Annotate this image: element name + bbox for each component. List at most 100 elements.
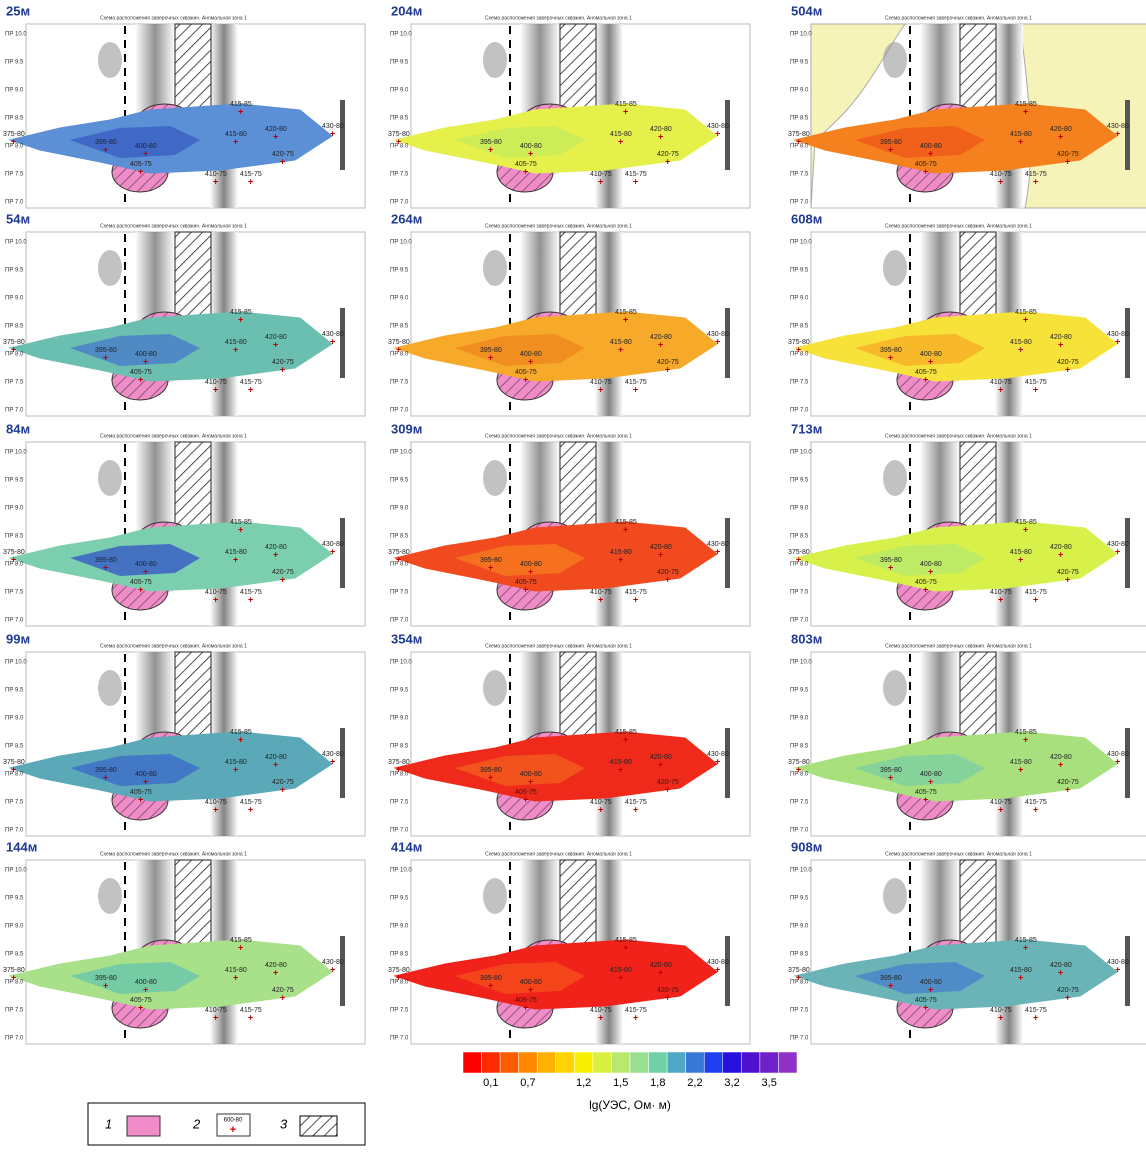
well-label: 415-80 <box>225 131 247 138</box>
anomaly-core <box>455 544 585 576</box>
well-label: 415-75 <box>625 1007 647 1014</box>
anomaly-core <box>455 126 585 158</box>
profile-label: ПР 10.0 <box>790 868 812 874</box>
profile-label: ПР 7.5 <box>390 1008 409 1014</box>
well-mark: + <box>280 992 285 1002</box>
profile-label: ПР 7.5 <box>5 172 24 178</box>
profile-label: ПР 8.0 <box>390 772 409 778</box>
well-mark: + <box>998 594 1003 604</box>
well-label: 410-75 <box>990 589 1012 596</box>
map-panel: 395-80+ 400-80+415-85+420-80+415-80+420-7… <box>788 3 1146 209</box>
well-mark: + <box>488 980 493 990</box>
well-label: 395-80 <box>480 767 502 774</box>
well-mark: + <box>796 972 801 982</box>
well-mark: + <box>238 314 243 324</box>
well-mark: + <box>138 374 143 384</box>
anomaly-core <box>455 754 585 786</box>
profile-label: ПР 8.5 <box>390 534 409 540</box>
well-label: 415-80 <box>1010 339 1032 346</box>
well-label: 395-80 <box>95 557 117 564</box>
colorbar-swatch <box>648 1051 668 1074</box>
well-label: 410-75 <box>590 171 612 178</box>
profile-label: ПР 9.0 <box>390 506 409 512</box>
well-mark: + <box>796 764 801 774</box>
well-label: 420-80 <box>1050 754 1072 761</box>
profile-label: ПР 10.0 <box>5 240 27 246</box>
profile-label: ПР 8.0 <box>790 562 809 568</box>
well-label: 400-80 <box>520 561 542 568</box>
profile-label: ПР 7.0 <box>790 618 809 624</box>
colorbar-swatch <box>499 1051 519 1074</box>
well-label: 405-75 <box>130 161 152 168</box>
map-panel: 395-80+ 400-80+415-85+420-80+415-80+420-7… <box>3 3 366 209</box>
well-label: 415-85 <box>615 519 637 526</box>
well-label: 395-80 <box>480 347 502 354</box>
well-label: 375-80 <box>388 549 410 556</box>
well-label: 400-80 <box>920 351 942 358</box>
profile-label: ПР 7.5 <box>390 172 409 178</box>
well-mark: + <box>396 764 401 774</box>
well-label: 395-80 <box>95 975 117 982</box>
well-mark: + <box>618 764 623 774</box>
well-mark: + <box>488 352 493 362</box>
well-mark: + <box>138 794 143 804</box>
well-mark: + <box>238 106 243 116</box>
well-label: 415-85 <box>615 937 637 944</box>
well-label: 415-85 <box>230 729 252 736</box>
profile-label: ПР 10.0 <box>5 660 27 666</box>
anomaly-core <box>70 962 200 994</box>
profile-label: ПР 8.5 <box>5 116 24 122</box>
well-label: 410-75 <box>205 799 227 806</box>
well-mark: + <box>618 344 623 354</box>
anomaly-core <box>70 334 200 366</box>
well-mark: + <box>138 1002 143 1012</box>
map-panel: 395-80+ 400-80+415-85+420-80+415-80+420-7… <box>788 631 1146 837</box>
colorbar-swatch <box>536 1051 557 1074</box>
well-mark: + <box>528 566 533 576</box>
well-label: 420-80 <box>650 334 672 341</box>
well-label: 430-80 <box>322 751 344 758</box>
well-mark: + <box>658 967 663 977</box>
well-mark: + <box>796 136 801 146</box>
well-label: 415-80 <box>225 967 247 974</box>
profile-label: ПР 8.0 <box>790 772 809 778</box>
well-label: 410-75 <box>590 1007 612 1014</box>
well-mark: + <box>928 148 933 158</box>
well-mark: + <box>528 356 533 366</box>
colorbar-swatch <box>555 1051 575 1074</box>
well-mark: + <box>330 756 335 766</box>
well-label: 415-85 <box>1015 937 1037 944</box>
well-mark: + <box>330 336 335 346</box>
well-label: 415-80 <box>225 549 247 556</box>
legend-number: 3 <box>280 1116 288 1131</box>
well-label: 420-75 <box>1057 569 1079 576</box>
well-label: 415-80 <box>1010 759 1032 766</box>
well-mark: + <box>923 374 928 384</box>
well-mark: + <box>923 166 928 176</box>
well-label: 415-80 <box>1010 549 1032 556</box>
well-label: 420-75 <box>272 987 294 994</box>
profile-label: ПР 10.0 <box>390 660 412 666</box>
profile-label: ПР 8.0 <box>390 562 409 568</box>
profile-label: ПР 9.0 <box>5 716 24 722</box>
well-label: 415-80 <box>1010 131 1032 138</box>
well-label: 405-75 <box>130 369 152 376</box>
profile-label: ПР 7.5 <box>790 1008 809 1014</box>
well-mark: + <box>330 128 335 138</box>
well-mark: + <box>928 776 933 786</box>
colorbar-swatch <box>574 1051 594 1074</box>
well-label: 430-80 <box>1107 123 1129 130</box>
well-label: 415-75 <box>1025 1007 1047 1014</box>
well-mark: + <box>238 942 243 952</box>
profile-label: ПР 9.0 <box>390 716 409 722</box>
well-mark: + <box>1115 756 1120 766</box>
profile-label: ПР 7.5 <box>790 172 809 178</box>
profile-label: ПР 7.5 <box>5 800 24 806</box>
well-label: 415-80 <box>610 549 632 556</box>
well-mark: + <box>598 1012 603 1022</box>
well-mark: + <box>1115 128 1120 138</box>
well-mark: + <box>1115 964 1120 974</box>
profile-label: ПР 7.5 <box>5 1008 24 1014</box>
profile-label: ПР 9.0 <box>790 716 809 722</box>
